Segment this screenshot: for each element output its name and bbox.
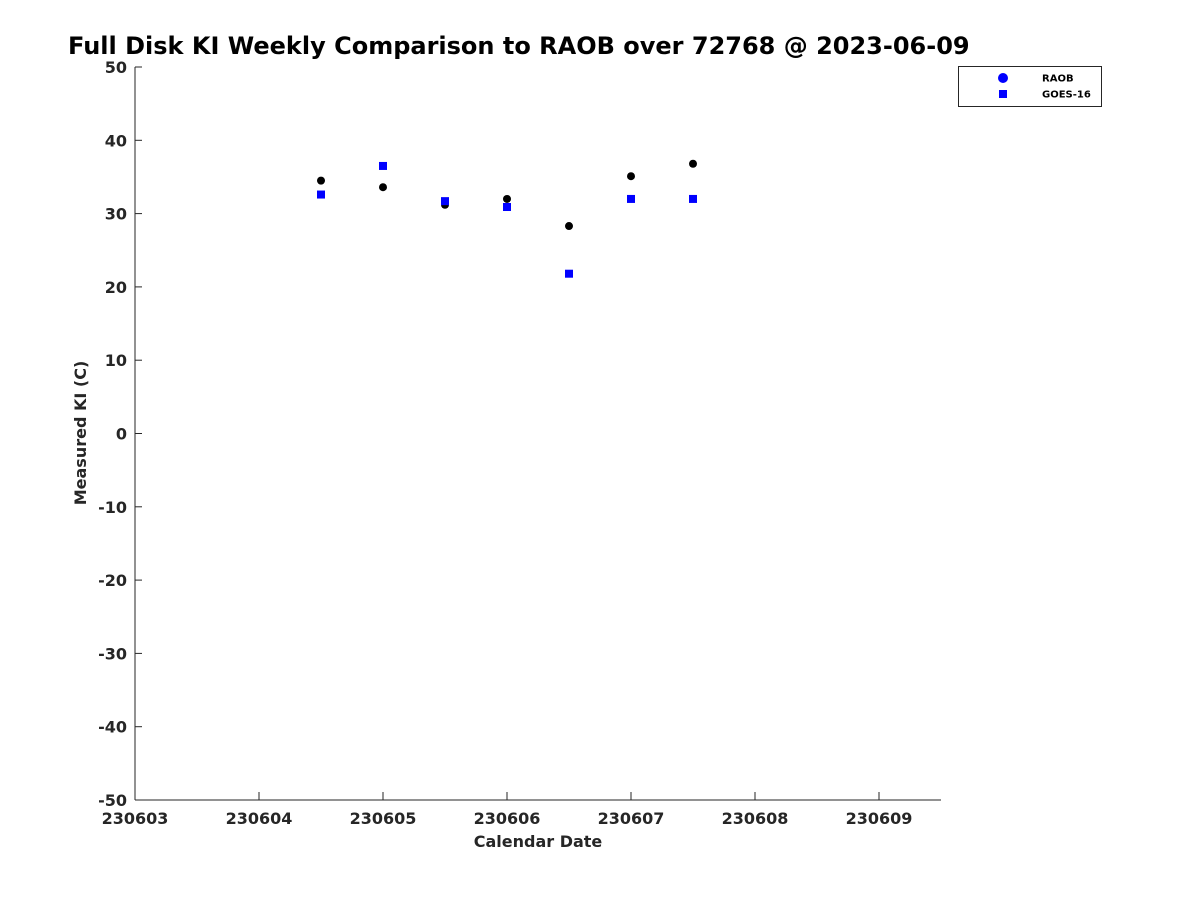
y-tick-label: -30 [98, 644, 127, 663]
y-tick-label: -50 [98, 791, 127, 810]
legend-goes-label: GOES-16 [1042, 90, 1091, 101]
y-tick-label: 0 [116, 425, 127, 444]
raob-point [689, 159, 697, 168]
raob-point [379, 183, 387, 192]
x-ticks: 230603 230604 230605 230606 230607 230608 2306… [102, 792, 913, 828]
y-tick-label: 50 [105, 58, 127, 77]
goes-16-point [565, 269, 573, 278]
y-tick-label: 20 [105, 278, 127, 297]
y-tick-label: -40 [98, 718, 127, 737]
raob-point [627, 172, 635, 181]
y-tick-label: -10 [98, 498, 127, 517]
legend-goes-marker [999, 90, 1007, 98]
legend: RAOB GOES-16 [958, 66, 1102, 107]
x-tick-label: 230604 [226, 809, 293, 828]
x-tick-label: 230605 [350, 809, 417, 828]
goes-16-point [317, 190, 325, 199]
y-tick-label: -20 [98, 571, 127, 590]
raob-point [565, 222, 573, 231]
y-tick-label: 40 [105, 131, 127, 150]
x-tick-label: 230607 [598, 809, 665, 828]
y-axis-label: Measured KI (C) [71, 361, 90, 506]
legend-raob-label: RAOB [1042, 74, 1074, 85]
y-ticks: 50 40 30 20 10 0 -10 -20 -30 -40 -50 [98, 58, 142, 810]
legend-raob-marker [998, 73, 1008, 83]
raob-point [503, 194, 511, 203]
x-tick-label: 230606 [474, 809, 541, 828]
chart-title: Full Disk KI Weekly Comparison to RAOB o… [68, 32, 970, 60]
raob-point [317, 176, 325, 185]
x-axis-label: Calendar Date [474, 832, 603, 851]
goes-16-point [503, 203, 511, 212]
goes-16-point [379, 161, 387, 170]
y-tick-label: 10 [105, 351, 127, 370]
legend-box [958, 66, 1102, 107]
y-tick-label: 30 [105, 205, 127, 224]
goes-16-point [689, 194, 697, 203]
data-points [317, 159, 697, 278]
plot-axes [134, 67, 941, 801]
x-tick-label: 230609 [846, 809, 913, 828]
goes-16-point [627, 194, 635, 203]
goes-16-point [441, 197, 449, 206]
x-tick-label: 230603 [102, 809, 169, 828]
x-tick-label: 230608 [722, 809, 789, 828]
